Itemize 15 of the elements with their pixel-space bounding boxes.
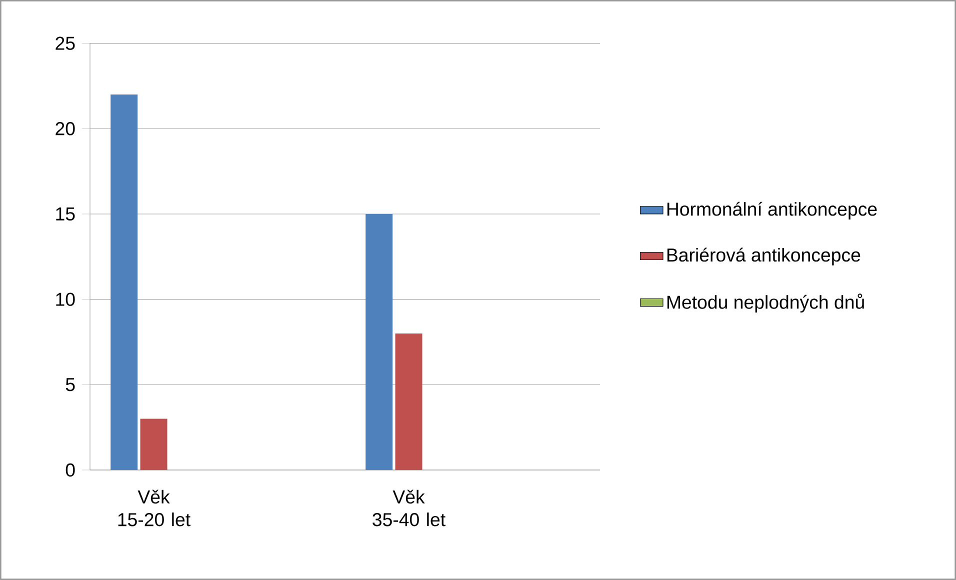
y-tick-label: 10 — [56, 292, 75, 306]
y-tick-label: 5 — [66, 378, 75, 392]
bar — [366, 214, 393, 470]
y-tick-label: 25 — [56, 36, 75, 50]
legend-label: Bariérová antikoncepce — [667, 248, 860, 266]
legend-label: Metodu neplodných dnů — [667, 294, 864, 313]
x-tick-label: Věk 35-40 let — [372, 490, 446, 526]
y-tick-label: 20 — [56, 122, 75, 136]
bar — [395, 333, 422, 470]
y-tick-label: 15 — [56, 207, 75, 221]
x-tick-label: Věk 15-20 let — [118, 490, 190, 526]
legend-label: Hormonální antikoncepce — [667, 202, 877, 220]
bar — [110, 94, 138, 470]
y-tick-label: 0 — [66, 463, 75, 477]
bar — [140, 418, 168, 470]
